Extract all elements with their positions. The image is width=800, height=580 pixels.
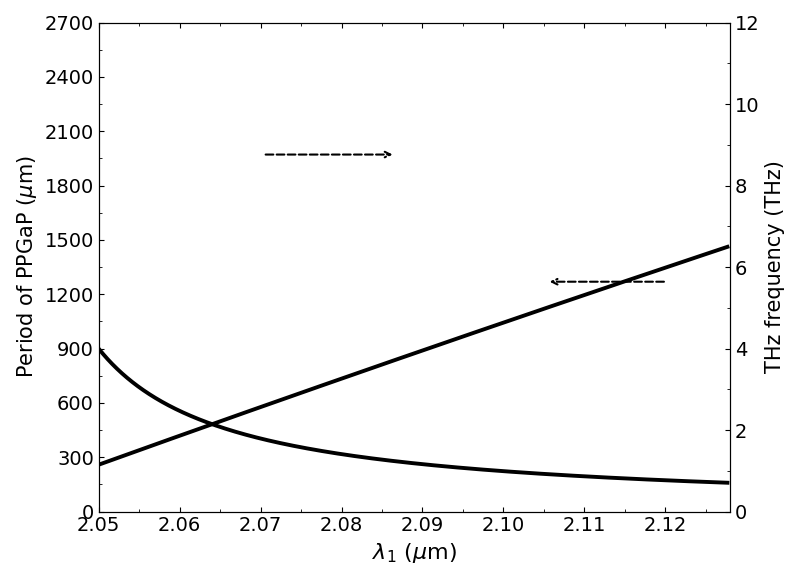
Y-axis label: THz frequency (THz): THz frequency (THz) [765,161,785,374]
Y-axis label: Period of PPGaP ($\mu$m): Period of PPGaP ($\mu$m) [15,155,39,378]
X-axis label: $\lambda_1$ ($\mu$m): $\lambda_1$ ($\mu$m) [372,541,457,565]
